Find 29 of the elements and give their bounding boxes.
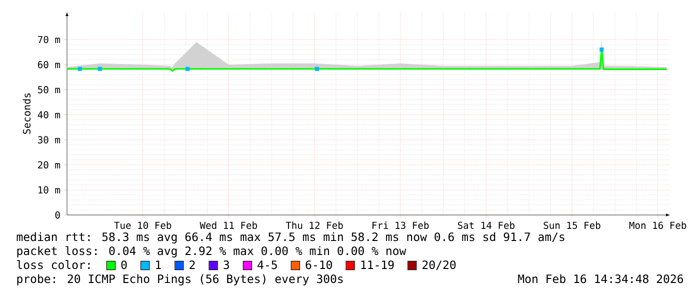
y-tick-label: 40 m	[38, 111, 60, 118]
y-tick-label: 50 m	[38, 86, 60, 94]
y-tick-label: 60 m	[38, 61, 60, 68]
x-tick-label: Sun 15 Feb	[544, 222, 600, 229]
y-tick-label: 10 m	[38, 186, 60, 194]
legend-label: 4-5	[258, 260, 277, 270]
text: probe: 20 ICMP Echo Pings (56 Bytes) every 300s	[17, 274, 343, 286]
legend-title: loss color:	[17, 260, 90, 270]
legend-label: 3	[224, 260, 229, 270]
x-tick-label: Thu 12 Feb	[286, 222, 343, 229]
y-tick-label: 20 m	[38, 161, 60, 169]
y-tick-label: 0	[55, 211, 60, 219]
text: median rtt: 58.3 ms avg 66.4 ms max 57.5 ms min 58.2 ms now 0.6 ms sd 91.7 am/s	[16, 232, 564, 244]
legend-label: 2	[190, 260, 195, 269]
x-tick-label: Wed 11 Feb	[200, 222, 257, 229]
x-tick-label: Tue 10 Feb	[114, 222, 172, 229]
y-axis-title: Seconds	[22, 93, 30, 134]
x-tick-label: Fri 13 Feb	[372, 222, 429, 229]
x-tick-label: Sat 14 Feb	[458, 222, 514, 229]
text: packet loss: 0.04 % avg 2.92 % max 0.00 % min 0.00 % now	[17, 246, 406, 258]
legend-label: 20/20	[422, 260, 456, 270]
text: Mon Feb 16 14:34:48 2026	[518, 274, 684, 284]
y-tick-label: 70 m	[38, 36, 60, 44]
x-tick-label: Mon 16 Feb	[629, 222, 686, 229]
legend-label: 0	[121, 260, 127, 270]
legend-label: 11-19	[361, 260, 394, 270]
legend-label: 6-10	[306, 260, 332, 270]
y-tick-label: 30 m	[38, 136, 60, 144]
legend-label: 1	[156, 260, 161, 269]
